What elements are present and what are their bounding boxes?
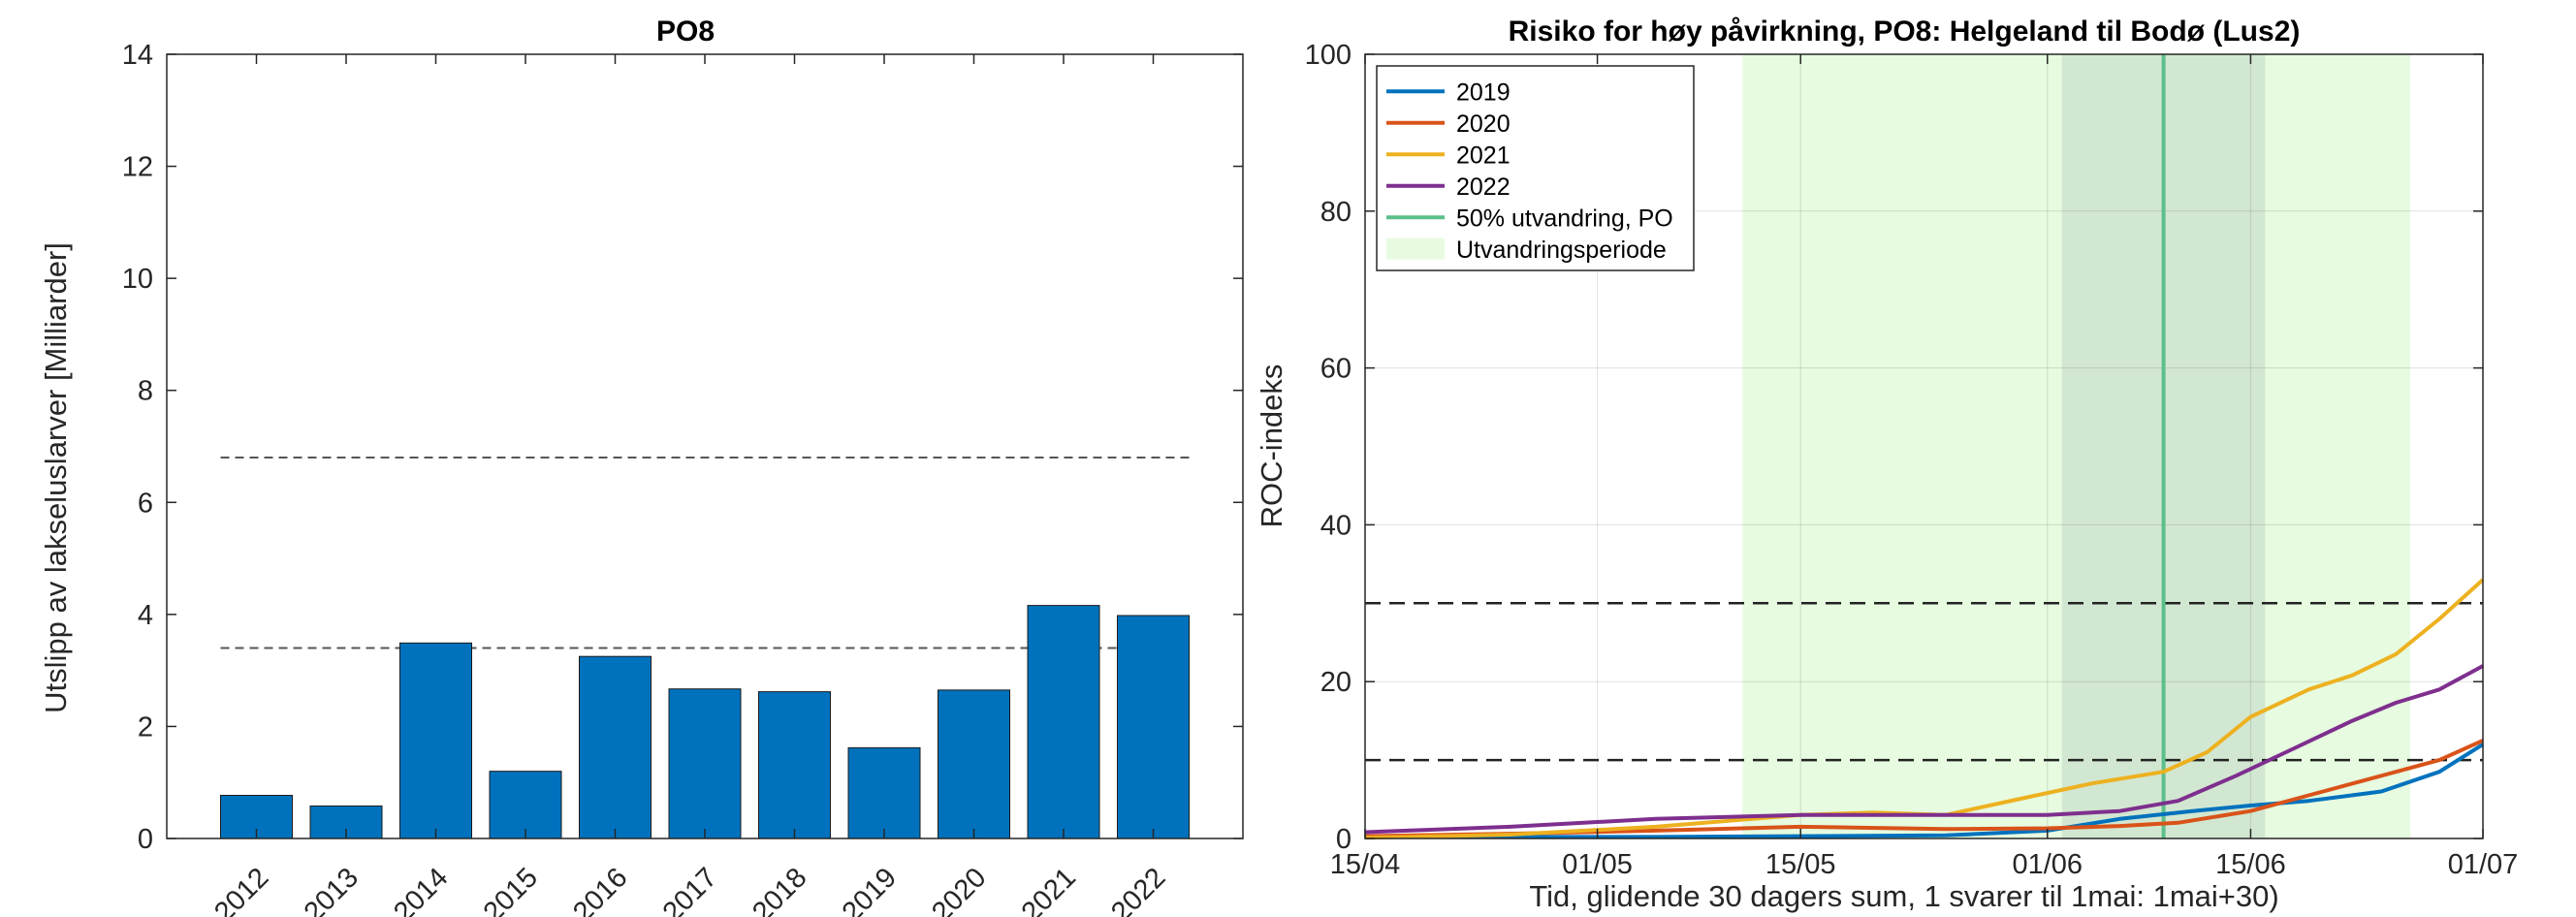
x-tick-label: 2016 bbox=[567, 862, 633, 917]
x-tick-label: 2021 bbox=[1016, 862, 1082, 917]
left-chart-title: PO8 bbox=[656, 16, 715, 47]
y-tick-label: 40 bbox=[1320, 510, 1352, 541]
legend-box bbox=[1376, 65, 1695, 271]
bar bbox=[399, 642, 472, 839]
x-tick-label: 01/07 bbox=[2448, 849, 2519, 880]
right-axes-box bbox=[1364, 53, 2484, 839]
x-tick-label: 15/04 bbox=[1330, 849, 1401, 880]
right-y-axis-label: ROC-indeks bbox=[1255, 364, 1288, 528]
x-tick-label: 2014 bbox=[388, 862, 454, 917]
legend-label: 2021 bbox=[1456, 142, 1511, 169]
x-tick-label: 01/05 bbox=[1562, 849, 1633, 880]
left-bar-chart: PO8 0 2 4 6 8 10 12 14 2012 2013 2014 2015 2016 2017 2… bbox=[39, 16, 1244, 917]
y-tick-label: 12 bbox=[122, 152, 153, 183]
y-tick-label: 6 bbox=[138, 488, 153, 519]
legend-label: 50% utvandring, PO bbox=[1456, 205, 1673, 232]
right-plot-area: 0 20 40 60 80 100 15/04 01/05 15/05 01/06 15/06 01/… bbox=[1305, 40, 2519, 880]
bar bbox=[847, 746, 921, 839]
y-tick-label: 2 bbox=[138, 711, 153, 743]
y-tick-label: 14 bbox=[122, 40, 153, 71]
y-tick-label: 10 bbox=[122, 264, 153, 295]
x-tick-label: 2012 bbox=[208, 862, 274, 917]
y-tick-label: 8 bbox=[138, 376, 153, 407]
series-line-2019 bbox=[1365, 743, 2485, 839]
right-chart-title: Risiko for høy påvirkning, PO8: Helgelan… bbox=[1509, 16, 2301, 47]
left-plot-area: 0 2 4 6 8 10 12 14 2012 2013 2014 2015 2016 2017 2018 2… bbox=[122, 40, 1244, 917]
y-tick-label: 0 bbox=[138, 824, 153, 855]
bar bbox=[489, 771, 562, 839]
right-line-chart: Risiko for høy påvirkning, PO8: Helgelan… bbox=[1255, 16, 2518, 913]
x-tick-label: 2017 bbox=[657, 862, 723, 917]
legend-patch bbox=[1386, 237, 1445, 260]
y-tick-label: 100 bbox=[1305, 40, 1352, 71]
x-tick-label: 2013 bbox=[299, 862, 365, 917]
bar bbox=[1027, 605, 1100, 839]
legend: 2019 2020 2021 2022 50% utvandring, PO Utvand… bbox=[1376, 65, 1695, 271]
y-tick-label: 4 bbox=[138, 600, 153, 631]
bar bbox=[668, 688, 742, 839]
x-tick-label: 15/06 bbox=[2215, 849, 2286, 880]
right-x-axis-label: Tid, glidende 30 dagers sum, 1 svarer ti… bbox=[1529, 879, 2278, 913]
x-tick-label: 01/06 bbox=[2012, 849, 2083, 880]
y-tick-label: 0 bbox=[1336, 824, 1352, 855]
y-tick-label: 20 bbox=[1320, 667, 1352, 698]
x-tick-label: 2018 bbox=[747, 862, 812, 917]
legend-label: 2019 bbox=[1456, 79, 1511, 106]
legend-label: 2022 bbox=[1456, 174, 1511, 201]
y-tick-label: 80 bbox=[1320, 197, 1352, 228]
series-line-2020 bbox=[1364, 739, 2484, 838]
bar bbox=[1117, 615, 1190, 839]
x-tick-label: 2020 bbox=[926, 862, 992, 917]
series-line-2021 bbox=[1364, 578, 2485, 840]
x-tick-label: 2019 bbox=[837, 862, 903, 917]
x-tick-label: 15/05 bbox=[1765, 849, 1836, 880]
x-tick-label: 2022 bbox=[1105, 862, 1171, 917]
series-line-2022 bbox=[1364, 664, 2484, 835]
legend-label: 2020 bbox=[1456, 111, 1511, 138]
left-y-axis-label: Utslipp av lakseluslarver [Milliarder] bbox=[39, 242, 73, 713]
legend-label: Utvandringsperiode bbox=[1456, 237, 1667, 264]
y-tick-label: 60 bbox=[1320, 354, 1352, 385]
bar bbox=[579, 655, 652, 839]
bar bbox=[758, 691, 831, 839]
x-tick-label: 2015 bbox=[478, 862, 544, 917]
bar bbox=[938, 689, 1010, 839]
